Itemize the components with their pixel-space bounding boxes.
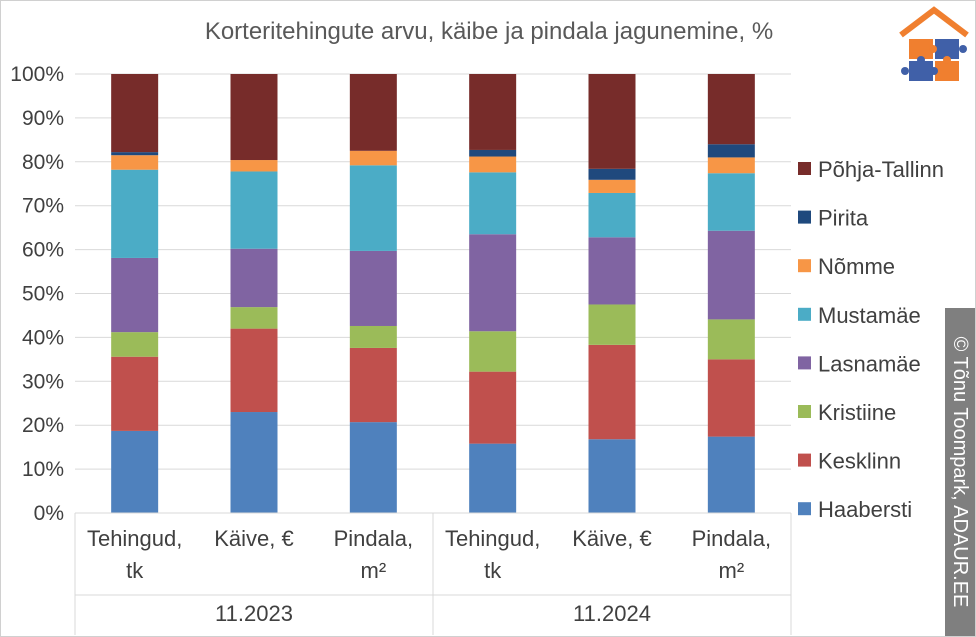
x-tick-label: Käive, € [214, 526, 294, 551]
legend-swatch [798, 453, 811, 467]
bar-segment [349, 150, 397, 166]
x-tick-label: m² [361, 558, 387, 583]
bar-segment [111, 356, 159, 431]
legend-entry: Kristiine [818, 400, 896, 425]
bar-segment [469, 172, 517, 235]
bars [111, 74, 755, 513]
legend-swatch [798, 502, 811, 516]
bar-segment [588, 168, 636, 180]
group-label: 11.2024 [573, 601, 651, 626]
bar-segment [230, 74, 278, 161]
y-tick-label: 80% [22, 151, 64, 174]
y-tick-label: 0% [34, 502, 64, 525]
legend-entry: Haabersti [818, 497, 912, 522]
legend-entry: Pirita [818, 206, 869, 231]
bar-segment [230, 307, 278, 329]
bar-segment [707, 359, 755, 437]
bar-segment [111, 430, 159, 513]
credit-label: Tõnu Toompark, ADAUR.EE [949, 356, 971, 608]
y-tick-label: 30% [22, 370, 64, 393]
bar-segment [349, 325, 397, 348]
x-tick-label: Pindala, [334, 526, 414, 551]
y-tick-label: 60% [22, 239, 64, 262]
bar-segment [111, 332, 159, 357]
y-tick-label: 50% [22, 283, 64, 306]
x-tick-label: tk [484, 558, 502, 583]
legend-entry: Lasnamäe [818, 351, 921, 376]
y-tick-label: 20% [22, 414, 64, 437]
bar-segment [707, 230, 755, 320]
bar-segment [111, 169, 159, 258]
bar-segment [588, 344, 636, 440]
bar-segment [469, 156, 517, 173]
bar-segment [230, 160, 278, 172]
bar-segment [707, 319, 755, 360]
x-tick-label: tk [126, 558, 144, 583]
gridlines [75, 73, 791, 514]
bar-segment [230, 248, 278, 308]
bar-segment [230, 328, 278, 413]
bar-segment [111, 74, 159, 153]
credit-text: © Tõnu Toompark, ADAUR.EE [945, 308, 975, 636]
bar-segment [349, 347, 397, 423]
bar-segment [588, 304, 636, 345]
bar-segment [588, 192, 636, 238]
bar-segment [588, 237, 636, 305]
legend-swatch [798, 307, 811, 321]
bar-segment [469, 234, 517, 332]
bar-segment [588, 74, 636, 169]
bar-segment [349, 165, 397, 251]
copyright-icon: © [949, 336, 971, 352]
legend-swatch [798, 356, 811, 370]
bar-segment [349, 422, 397, 513]
legend-swatch [798, 162, 811, 175]
bar-segment [707, 173, 755, 231]
group-label: 11.2023 [215, 601, 293, 626]
legend-swatch [798, 210, 811, 224]
legend-swatch [798, 405, 811, 418]
x-tick-label: Tehingud, [87, 526, 182, 551]
legend-entry: Kesklinn [818, 449, 901, 474]
y-tick-label: 70% [22, 195, 64, 218]
x-tick-label: Pindala, [692, 526, 772, 551]
bar-segment [111, 257, 159, 333]
bar-segment [230, 412, 278, 513]
bar-segment [469, 371, 517, 444]
bar-segment [230, 171, 278, 249]
bar-segment [111, 155, 159, 170]
legend-entry: Nõmme [818, 254, 895, 279]
x-tick-label: Käive, € [572, 526, 652, 551]
bar-segment [469, 74, 517, 150]
bar-segment [707, 157, 755, 174]
y-tick-label: 100% [10, 63, 64, 86]
y-tick-label: 10% [22, 458, 64, 481]
legend: Põhja-Tallinn Pirita Nõmme Mustamäe Lasnamäe… [798, 157, 944, 522]
x-tick-label: Tehingud, [445, 526, 540, 551]
house-puzzle-logo [899, 6, 969, 81]
credit-box [945, 308, 975, 636]
y-tick-label: 40% [22, 326, 64, 349]
chart-title: Korteritehingute arvu, käibe ja pindala … [205, 18, 773, 45]
bar-segment [707, 144, 755, 158]
bar-segment [349, 250, 397, 326]
y-axis: 0% 10% 20% 30% 40% 50% 60% 70% 80% 90% 100% [10, 63, 64, 525]
x-axis: Tehingud, tk Käive, € Pindala, m² Tehingud, tk… [74, 512, 792, 635]
bar-segment [588, 179, 636, 193]
bar-segment [707, 74, 755, 145]
legend-entry: Mustamäe [818, 303, 921, 328]
bar-segment [469, 331, 517, 372]
bar-segment [707, 436, 755, 513]
x-tick-label: m² [719, 558, 745, 583]
bar-segment [469, 149, 517, 157]
bar-segment [111, 152, 159, 156]
bar-segment [588, 439, 636, 513]
legend-entry: Põhja-Tallinn [818, 157, 944, 182]
legend-swatch [798, 259, 811, 273]
bar-segment [349, 74, 397, 151]
y-tick-label: 90% [22, 107, 64, 130]
bar-segment [469, 443, 517, 513]
